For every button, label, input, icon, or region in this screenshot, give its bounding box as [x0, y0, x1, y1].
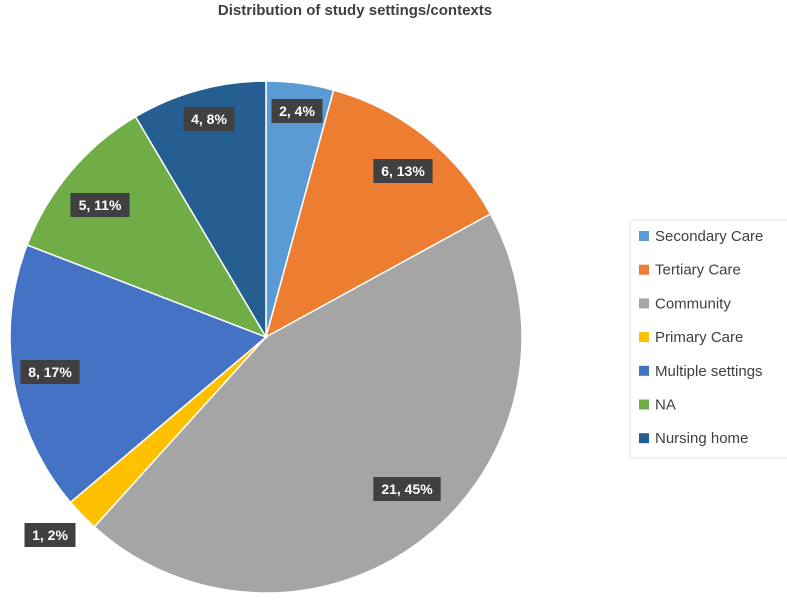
data-label: 1, 2% — [24, 523, 76, 547]
data-label-box — [373, 477, 441, 501]
data-labels: 2, 4% 6, 13% 21, 45% 1, 2% 8, 17% 5, 11% 4, 8% — [20, 99, 441, 547]
pie-slice-nursing-home — [134, 80, 267, 340]
legend-swatch — [639, 231, 649, 241]
data-label-box — [271, 99, 323, 123]
pie-slice-multiple-settings — [9, 244, 268, 504]
data-label-text: 21, 45% — [381, 481, 433, 497]
data-label-text: 4, 8% — [191, 111, 227, 127]
data-label-text: 1, 2% — [32, 527, 68, 543]
legend-label: Community — [655, 295, 731, 312]
legend-swatch — [639, 332, 649, 343]
chart-title: Distribution of study settings/contexts — [218, 2, 492, 19]
data-label-box — [183, 107, 235, 131]
pie-slices — [9, 80, 523, 594]
legend-swatch — [639, 433, 649, 444]
data-label: 4, 8% — [183, 107, 235, 131]
data-label-text: 5, 11% — [79, 197, 122, 213]
legend-swatch — [639, 264, 649, 275]
data-label-text: 8, 17% — [28, 364, 72, 380]
data-label: 2, 4% — [271, 99, 323, 123]
pie-slice-tertiary-care — [264, 89, 492, 339]
legend-label: Nursing home — [655, 430, 748, 447]
legend-swatch — [639, 365, 649, 376]
legend-label: NA — [655, 397, 676, 414]
legend-label: Tertiary Care — [655, 262, 741, 279]
data-label-box — [373, 159, 433, 183]
data-label: 8, 17% — [20, 360, 80, 384]
legend-label: Multiple settings — [655, 363, 763, 380]
pie-slice-na — [26, 115, 268, 339]
legend-frame — [629, 219, 787, 459]
data-label-text: 6, 13% — [381, 163, 425, 179]
legend-label: Secondary Care — [655, 228, 763, 245]
data-label-box — [70, 193, 130, 217]
legend-swatch — [639, 298, 649, 309]
legend-label: Primary Care — [655, 329, 743, 346]
legend: Secondary Care Tertiary Care Community Prim… — [639, 228, 763, 447]
data-label: 21, 45% — [373, 477, 441, 501]
data-label-box — [20, 360, 80, 384]
legend-swatch — [639, 399, 649, 410]
data-label: 5, 11% — [70, 193, 130, 217]
data-label: 6, 13% — [373, 159, 433, 183]
data-label-box — [24, 523, 76, 547]
data-label-text: 2, 4% — [279, 103, 315, 119]
